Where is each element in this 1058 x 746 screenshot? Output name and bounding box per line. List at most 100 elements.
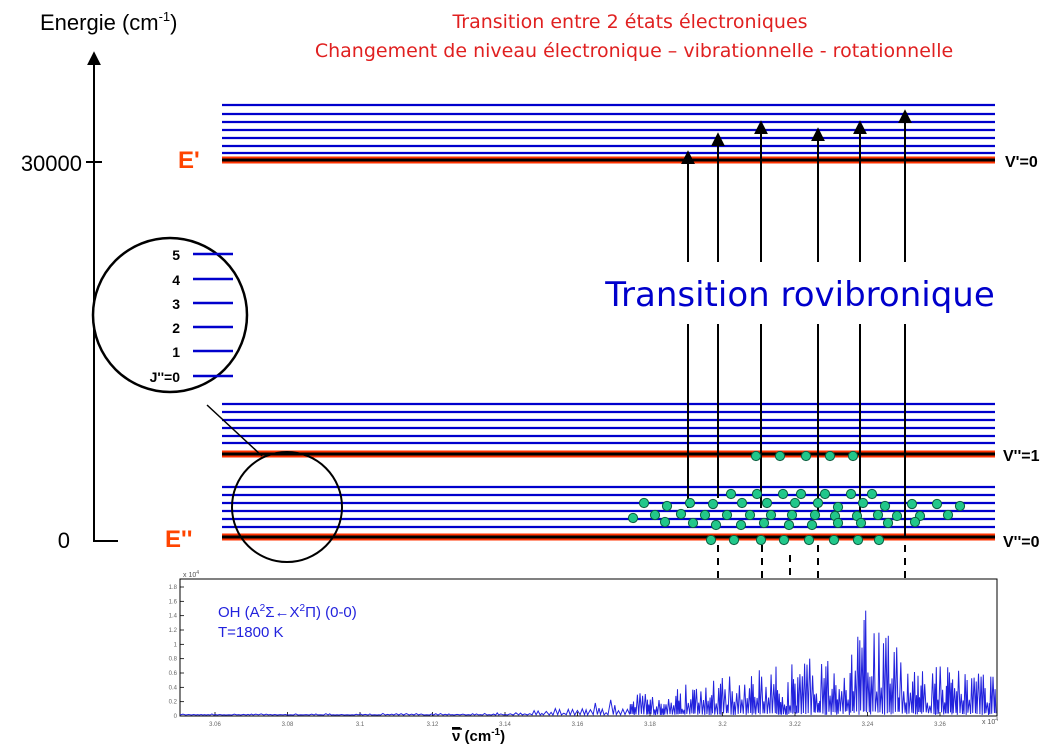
molecule-population: [627, 450, 966, 546]
molecule-54: [755, 534, 767, 546]
x-tick-label-6: 3.18: [644, 722, 656, 728]
molecule-42: [687, 517, 699, 529]
molecule-46: [783, 519, 795, 531]
spectrum-temperature: T=1800 K: [218, 624, 283, 641]
y-tick-label-1: 0.2: [169, 700, 178, 706]
molecule-7: [777, 488, 789, 500]
transition-rovibronique-label: Transition rovibronique: [604, 275, 995, 315]
tick-0: 0: [58, 528, 70, 553]
molecule-47: [806, 519, 818, 531]
molecule-18: [789, 497, 801, 509]
zoom-level-5: 5: [172, 247, 180, 263]
molecule-55: [778, 534, 790, 546]
molecule-0: [750, 450, 762, 462]
spectrum-y-ticks: 0 0.2 0.4 0.6 0.8 1 1.2 1.4 1.6 1.8: [169, 585, 184, 720]
x-tick-label-9: 3.24: [862, 722, 874, 728]
spectrum-x-exponent: x 104: [982, 717, 998, 726]
spectrum-y-exponent: x 104: [183, 570, 199, 579]
zoom-level-1: 1: [172, 344, 180, 360]
molecule-22: [879, 500, 891, 512]
upper-state: E' V'=0: [178, 103, 1038, 174]
x-tick-label-0: 3.06: [209, 722, 221, 728]
x-tick-label-7: 3.2: [718, 722, 727, 728]
molecule-26: [627, 512, 639, 524]
molecule-29: [699, 509, 711, 521]
molecule-58: [852, 534, 864, 546]
v-double-prime-0-label: V''=0: [1003, 534, 1040, 551]
molecule-51: [909, 516, 921, 528]
spectrum-plot: 00.20.40.60.811.21.41.61.8 3.06 3.08 3.1 3.…: [169, 570, 999, 745]
zoom-level-2: 2: [172, 320, 180, 336]
energy-axis: Energie (cm-1) 30000 0: [21, 9, 178, 553]
molecule-48: [832, 517, 844, 529]
molecule-21: [857, 497, 869, 509]
molecule-57: [828, 534, 840, 546]
lower-state-v0: E'' V''=0: [165, 485, 1040, 553]
molecule-1: [774, 450, 786, 462]
molecule-27: [649, 509, 661, 521]
molecule-50: [882, 517, 894, 529]
zoom-source-circle: [231, 451, 343, 563]
molecule-37: [872, 509, 884, 521]
molecule-10: [845, 488, 857, 500]
lower-state-v1: V''=1: [222, 402, 1040, 465]
zoom-circle: [91, 236, 249, 394]
spectrum-x-ticks: 3.06 3.08 3.1 3.12 3.14 3.16 3.18 3.2 3.22 3.24 3.…: [209, 712, 946, 728]
v-prime-0-label: V'=0: [1005, 154, 1038, 171]
molecule-8: [795, 488, 807, 500]
molecule-45: [758, 517, 770, 529]
molecule-56: [803, 534, 815, 546]
y-tick-label-8: 1.6: [169, 599, 178, 605]
molecule-34: [809, 509, 821, 521]
molecule-38: [891, 510, 903, 522]
molecule-41: [659, 516, 671, 528]
molecule-53: [728, 534, 740, 546]
zoom-level-4: 4: [172, 272, 180, 288]
v1-rotational-levels: [222, 402, 995, 445]
molecule-33: [786, 509, 798, 521]
molecule-4: [847, 450, 859, 462]
zoom-callout: 5 4 3 2 1 J''=0: [91, 236, 343, 563]
molecule-24: [931, 498, 943, 510]
molecule-17: [761, 497, 773, 509]
y-tick-label-6: 1.2: [169, 628, 178, 634]
molecule-13: [661, 500, 673, 512]
y-tick-label-2: 0.4: [169, 685, 178, 691]
molecule-52: [705, 534, 717, 546]
molecule-11: [866, 488, 878, 500]
tick-30000: 30000: [21, 151, 82, 176]
molecule-9: [819, 488, 831, 500]
axis-label: Energie (cm-1): [40, 9, 177, 35]
molecule-25: [954, 500, 966, 512]
zoom-connector: [206, 404, 263, 457]
transition-arrows: [681, 109, 912, 538]
spectrum-x-label: ν (cm-1): [452, 727, 505, 745]
y-tick-label-7: 1.4: [169, 614, 178, 620]
y-tick-label-5: 1: [174, 642, 178, 648]
molecule-40: [942, 509, 954, 521]
x-tick-label-8: 3.22: [789, 722, 801, 728]
x-tick-label-4: 3.14: [499, 722, 511, 728]
molecule-16: [736, 497, 748, 509]
molecule-32: [765, 509, 777, 521]
spectrum-trace: [179, 610, 997, 717]
molecule-14: [684, 497, 696, 509]
y-tick-label-0: 0: [174, 714, 178, 720]
title-line-2: Changement de niveau électronique – vibr…: [315, 40, 953, 62]
molecule-3: [824, 450, 836, 462]
x-tick-label-1: 3.08: [282, 722, 294, 728]
molecule-6: [751, 488, 763, 500]
y-tick-label-3: 0.6: [169, 671, 178, 677]
zoom-level-lines: [193, 252, 233, 378]
molecule-23: [906, 498, 918, 510]
molecule-12: [638, 497, 650, 509]
upper-rotational-levels: [222, 103, 995, 155]
spectrum-title: OH (A2Σ←X2Π) (0-0): [218, 603, 357, 621]
molecule-20: [832, 501, 844, 513]
zoom-level-0: J''=0: [150, 369, 181, 385]
zoom-level-3: 3: [172, 296, 180, 312]
x-tick-label-2: 3.1: [356, 722, 365, 728]
transition-label-backdrop: [598, 262, 1004, 324]
state-label-e-prime: E': [178, 147, 200, 174]
